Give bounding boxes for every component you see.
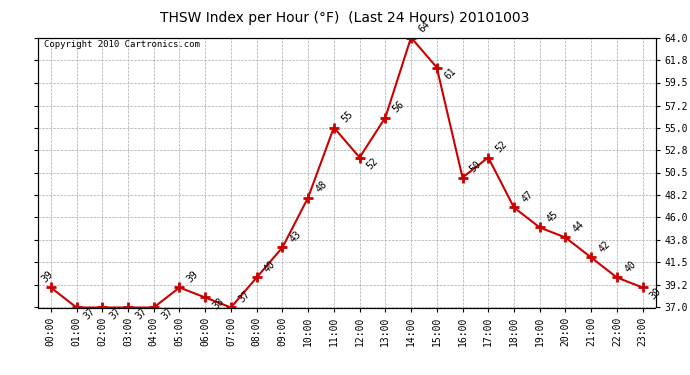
Text: 37: 37 xyxy=(237,290,252,305)
Text: 55: 55 xyxy=(339,110,355,125)
Text: 37: 37 xyxy=(134,306,149,321)
Text: 40: 40 xyxy=(262,260,277,275)
Text: 43: 43 xyxy=(288,230,304,245)
Text: 39: 39 xyxy=(40,269,55,285)
Text: 42: 42 xyxy=(597,239,612,255)
Text: 47: 47 xyxy=(520,189,535,205)
Text: 50: 50 xyxy=(468,159,484,175)
Text: 52: 52 xyxy=(494,140,509,155)
Text: 37: 37 xyxy=(159,306,175,321)
Text: 56: 56 xyxy=(391,99,406,115)
Text: Copyright 2010 Cartronics.com: Copyright 2010 Cartronics.com xyxy=(44,40,200,49)
Text: 64: 64 xyxy=(417,20,432,35)
Text: 39: 39 xyxy=(185,269,200,285)
Text: 48: 48 xyxy=(314,179,329,195)
Text: 45: 45 xyxy=(545,209,561,225)
Text: THSW Index per Hour (°F)  (Last 24 Hours) 20101003: THSW Index per Hour (°F) (Last 24 Hours)… xyxy=(160,11,530,25)
Text: 38: 38 xyxy=(210,296,226,311)
Text: 40: 40 xyxy=(622,260,638,275)
Text: 37: 37 xyxy=(108,306,124,321)
Text: 37: 37 xyxy=(82,306,97,321)
Text: 44: 44 xyxy=(571,219,586,235)
Text: 61: 61 xyxy=(442,66,457,81)
Text: 52: 52 xyxy=(365,156,380,171)
Text: 39: 39 xyxy=(648,286,664,302)
